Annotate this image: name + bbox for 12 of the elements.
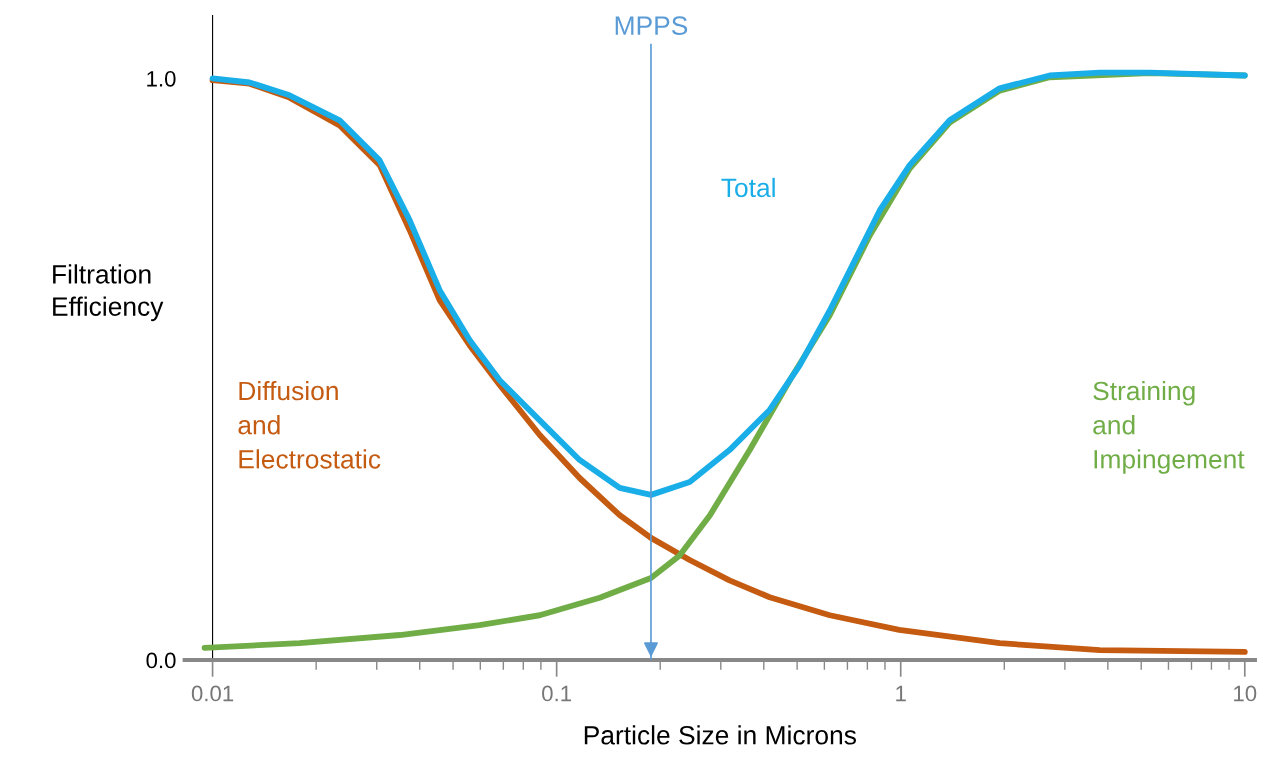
y-tick-label: 1.0 [147, 70, 176, 87]
x-tick-label: 10 [1234, 685, 1257, 702]
x-tick-label: 1 [896, 685, 906, 702]
ref-line-label: MPPS [615, 16, 688, 35]
x-tick-label: 0.01 [191, 685, 234, 702]
text: Diffusion and Electrostatic [238, 380, 381, 469]
text: Straining and Impingement [1093, 380, 1245, 474]
x-tick-label: 0.1 [542, 685, 571, 702]
text: Total [721, 177, 775, 198]
y-tick-label: 0.0 [146, 652, 176, 669]
x-axis-title: Particle Size in Microns [584, 725, 856, 745]
y-axis-title: Filtration Efficiency [53, 264, 164, 322]
